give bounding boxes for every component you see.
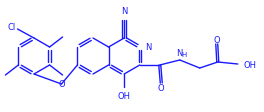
Text: O: O — [214, 36, 220, 45]
Text: H: H — [182, 52, 187, 57]
Text: OH: OH — [243, 60, 256, 69]
Text: N: N — [121, 6, 127, 15]
Text: N: N — [177, 49, 183, 58]
Text: N: N — [145, 43, 152, 52]
Text: O: O — [58, 80, 65, 89]
Text: Cl: Cl — [8, 22, 16, 31]
Text: O: O — [158, 83, 164, 92]
Text: OH: OH — [118, 92, 131, 101]
